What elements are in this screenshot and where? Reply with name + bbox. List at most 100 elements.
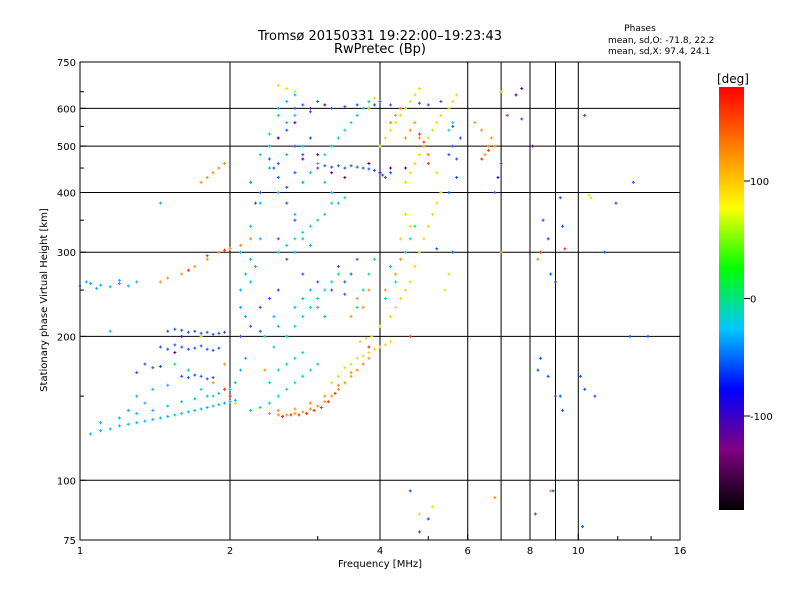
data-point (308, 136, 312, 140)
y-tick-label: 500 (57, 142, 76, 153)
data-point (431, 212, 435, 216)
data-point (422, 140, 426, 144)
data-point (285, 362, 289, 366)
data-point (403, 136, 407, 140)
data-point (253, 201, 257, 205)
data-point (373, 347, 377, 351)
data-point (135, 421, 139, 425)
data-point (89, 282, 93, 286)
data-point (389, 315, 393, 319)
data-point (293, 106, 297, 110)
data-point (378, 171, 382, 175)
data-point (126, 422, 130, 426)
data-point (367, 167, 371, 171)
data-point (367, 356, 371, 360)
data-point (205, 330, 209, 334)
data-point (301, 180, 305, 184)
data-point (143, 419, 147, 423)
data-point (108, 427, 112, 431)
data-point (293, 411, 297, 415)
data-point (378, 100, 382, 104)
data-point (217, 250, 221, 254)
data-point (326, 400, 330, 404)
data-point (389, 128, 393, 132)
data-point (520, 87, 524, 91)
data-point (199, 180, 203, 184)
data-point (258, 305, 262, 309)
data-point (117, 282, 121, 286)
data-point (301, 315, 305, 319)
data-point (426, 153, 430, 157)
data-point (308, 224, 312, 228)
data-point (276, 324, 280, 328)
data-point (301, 144, 305, 148)
data-point (330, 106, 334, 110)
y-tick-label: 750 (57, 58, 76, 69)
data-points (78, 83, 650, 534)
data-point (211, 381, 215, 385)
data-point (186, 330, 190, 334)
data-point (403, 212, 407, 216)
data-point (228, 400, 232, 404)
data-point (228, 247, 232, 251)
data-point (336, 136, 340, 140)
data-point (211, 394, 215, 398)
data-point (293, 144, 297, 148)
data-point (285, 87, 289, 91)
data-point (205, 257, 209, 261)
data-point (336, 374, 340, 378)
data-point (383, 175, 387, 179)
data-point (536, 257, 540, 261)
data-point (276, 136, 280, 140)
data-point (451, 121, 455, 125)
data-point (217, 331, 221, 335)
data-point (233, 401, 237, 405)
data-point (117, 424, 121, 428)
data-point (367, 272, 371, 276)
data-point (435, 201, 439, 205)
data-point (308, 401, 312, 405)
data-point (349, 164, 353, 168)
x-tick-label: 8 (527, 546, 533, 557)
data-point (281, 414, 285, 418)
data-point (426, 103, 430, 107)
data-point (373, 103, 377, 107)
colorbar-label: [deg] (717, 72, 749, 86)
data-point (239, 305, 243, 309)
data-point (126, 408, 130, 412)
data-point (308, 106, 312, 110)
data-point (244, 315, 248, 319)
data-point (561, 408, 565, 412)
data-point (361, 305, 365, 309)
data-point (166, 347, 170, 351)
data-point (413, 224, 417, 228)
data-point (199, 387, 203, 391)
data-point (263, 334, 267, 338)
data-point (439, 100, 443, 104)
data-point (408, 100, 412, 104)
data-point (285, 201, 289, 205)
data-point (267, 297, 271, 301)
data-point (399, 297, 403, 301)
data-point (587, 193, 591, 197)
data-point (403, 166, 407, 170)
data-point (173, 362, 177, 366)
data-point (301, 157, 305, 161)
data-point (417, 153, 421, 157)
data-point (217, 391, 221, 395)
data-point (403, 288, 407, 292)
data-point (205, 254, 209, 258)
data-point (447, 106, 451, 110)
data-point (249, 237, 253, 241)
data-point (417, 101, 421, 105)
data-point (228, 387, 232, 391)
data-point (330, 201, 334, 205)
data-point (293, 324, 297, 328)
data-point (336, 387, 340, 391)
data-point (614, 201, 618, 205)
data-point (394, 280, 398, 284)
data-point (558, 196, 562, 200)
data-point (355, 113, 359, 117)
data-point (631, 180, 635, 184)
data-point (217, 346, 221, 350)
